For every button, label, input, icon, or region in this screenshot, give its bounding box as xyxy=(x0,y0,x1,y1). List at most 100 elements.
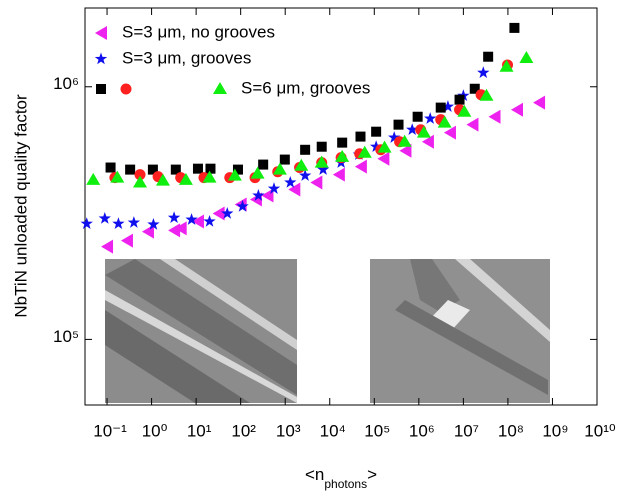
marker xyxy=(314,155,329,168)
x-tick-label: 10¹⁰ xyxy=(584,421,616,440)
inset-edge xyxy=(160,259,297,350)
marker xyxy=(406,123,419,135)
marker xyxy=(488,109,501,124)
x-label-sub: photons xyxy=(324,477,367,491)
marker xyxy=(509,22,520,33)
inset-groove xyxy=(105,259,297,395)
legend-label: S=3 μm, grooves xyxy=(122,48,251,67)
marker xyxy=(110,170,125,183)
legend-marker xyxy=(213,82,227,94)
marker xyxy=(416,125,431,138)
y-tick-label: 10⁶ xyxy=(53,74,79,93)
marker xyxy=(98,211,111,224)
marker xyxy=(261,188,274,203)
marker xyxy=(101,239,114,254)
marker xyxy=(250,166,265,179)
marker xyxy=(272,162,287,175)
inset-trench xyxy=(395,300,548,395)
marker xyxy=(412,111,423,122)
marker xyxy=(252,189,265,201)
marker xyxy=(435,102,446,113)
inset-images xyxy=(105,259,550,403)
x-tick-label: 10⁷ xyxy=(454,421,479,440)
marker xyxy=(227,168,242,181)
marker xyxy=(479,88,494,101)
marker xyxy=(120,233,133,248)
marker xyxy=(511,102,524,117)
marker xyxy=(178,172,193,185)
marker xyxy=(469,83,480,94)
marker xyxy=(466,117,479,132)
marker xyxy=(174,221,187,236)
y-tick-label: 10⁵ xyxy=(53,327,79,346)
marker xyxy=(80,217,93,229)
legend-marker xyxy=(94,52,108,65)
marker xyxy=(170,164,181,175)
marker xyxy=(421,134,434,149)
marker xyxy=(316,163,330,175)
inset-edge xyxy=(455,259,550,342)
marker xyxy=(477,66,490,79)
marker xyxy=(298,169,312,181)
x-axis-label: <nphotons> xyxy=(305,465,377,491)
marker xyxy=(354,159,367,174)
marker xyxy=(236,199,249,212)
marker xyxy=(284,175,297,188)
marker xyxy=(337,137,348,148)
marker xyxy=(437,115,452,128)
x-tick-label: 10⁵ xyxy=(364,421,390,440)
marker xyxy=(125,164,136,175)
marker xyxy=(105,162,116,173)
marker xyxy=(533,95,546,110)
marker xyxy=(168,223,181,238)
x-tick-label: 10³ xyxy=(276,421,301,440)
marker xyxy=(424,112,437,124)
y-axis-label: NbTiN unloaded quality factor xyxy=(11,94,30,318)
marker xyxy=(371,126,382,137)
legend-label: S=6 μm, grooves xyxy=(241,78,370,97)
marker xyxy=(441,100,455,112)
marker xyxy=(294,158,309,171)
inset-edge xyxy=(105,290,297,403)
marker xyxy=(133,175,148,188)
marker xyxy=(399,143,412,158)
marker xyxy=(355,131,366,142)
marker xyxy=(357,145,372,158)
legend-marker xyxy=(95,26,107,40)
x-tick-label: 10⁻¹ xyxy=(93,421,127,440)
legend-label: S=3 μm, no grooves xyxy=(122,22,275,41)
x-tick-label: 10² xyxy=(231,421,256,440)
marker xyxy=(369,140,383,152)
plot-frame xyxy=(84,7,598,406)
marker xyxy=(212,206,225,221)
marker xyxy=(377,140,392,153)
marker xyxy=(519,50,534,63)
marker xyxy=(316,141,327,152)
inset-strip xyxy=(410,259,460,312)
marker xyxy=(221,207,234,219)
x-tick-label: 10⁰ xyxy=(142,421,168,440)
marker xyxy=(258,159,269,170)
x-tick-label: 10⁹ xyxy=(542,421,568,440)
marker xyxy=(267,182,281,194)
marker xyxy=(192,163,203,174)
marker xyxy=(457,104,472,117)
marker xyxy=(288,182,301,197)
marker xyxy=(377,151,390,166)
marker xyxy=(335,149,350,162)
marker xyxy=(147,217,160,230)
marker xyxy=(167,211,181,224)
marker xyxy=(332,167,345,182)
x-label-end: > xyxy=(367,465,377,484)
marker xyxy=(279,154,290,165)
marker xyxy=(310,175,323,190)
marker xyxy=(397,134,412,147)
marker xyxy=(483,51,494,62)
marker xyxy=(134,169,146,181)
marker xyxy=(203,214,216,227)
marker xyxy=(300,144,311,155)
marker xyxy=(155,173,170,186)
x-tick-label: 10¹ xyxy=(187,421,212,440)
x-label-main: <n xyxy=(305,465,324,484)
